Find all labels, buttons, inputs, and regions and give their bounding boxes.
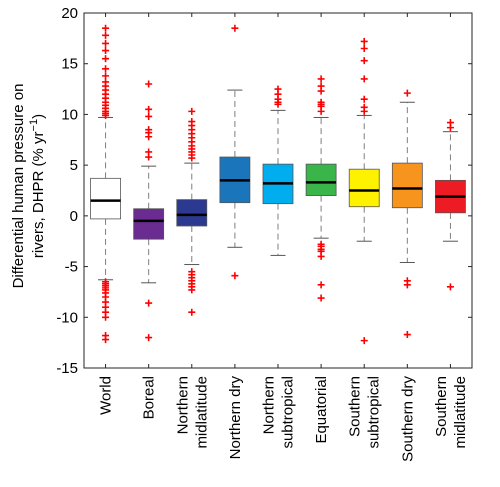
outlier-point [403, 281, 411, 289]
outlier-point [360, 95, 368, 103]
box-7 [391, 162, 423, 209]
outlier-point [188, 308, 196, 316]
outlier-point [102, 336, 110, 344]
outlier-point [360, 57, 368, 65]
outlier-point [360, 107, 368, 115]
outlier-point [317, 252, 325, 260]
category-label: subtropical [366, 376, 383, 449]
outlier-point [102, 111, 110, 119]
category-label: Southern dry [399, 376, 416, 462]
outlier-point [317, 87, 325, 95]
outlier-point [360, 75, 368, 83]
outlier-point [102, 31, 110, 39]
y-axis-label-line-1: Differential human pressure on [10, 84, 27, 289]
outlier-point [145, 334, 153, 342]
outlier-point [102, 55, 110, 63]
outlier-point [446, 124, 454, 132]
outlier-point [317, 107, 325, 115]
category-label: subtropical [280, 376, 297, 449]
category-label: midlatitude [193, 376, 210, 449]
outlier-point [145, 80, 153, 88]
y-axis-label-superscript: −1 [28, 119, 40, 132]
outlier-point [102, 65, 110, 73]
y-tick-label: -15 [56, 360, 78, 377]
outlier-point [145, 133, 153, 141]
outlier-point [403, 89, 411, 97]
outlier-point [231, 272, 239, 280]
category-label: Northern [261, 376, 278, 434]
outlier-point [317, 75, 325, 83]
y-axis-label: Differential human pressure on rivers, D… [10, 84, 47, 289]
outlier-point [145, 299, 153, 307]
outlier-point [102, 72, 110, 80]
category-label: Southern [433, 376, 450, 437]
outlier-point [446, 283, 454, 291]
outlier-point [102, 313, 110, 321]
box-5 [305, 163, 337, 196]
y-tick-label: 5 [70, 157, 78, 174]
box-2 [176, 199, 208, 227]
y-tick-label: -10 [56, 309, 78, 326]
category-label: Boreal [141, 376, 158, 419]
category-label: Northern dry [227, 376, 244, 460]
category-label: Equatorial [313, 376, 330, 444]
category-label: Southern [347, 376, 364, 437]
outlier-point [188, 154, 196, 162]
y-tick-label: 10 [61, 106, 78, 123]
category-label: Northern [174, 376, 191, 434]
box-1 [133, 208, 165, 240]
outlier-point [145, 105, 153, 113]
outlier-point [102, 47, 110, 55]
outlier-point [145, 153, 153, 161]
y-tick-label: 0 [70, 208, 78, 225]
y-tick-label: 20 [61, 5, 78, 22]
y-axis-label-suffix: ) [30, 114, 47, 119]
box-6 [348, 168, 380, 208]
outlier-point [188, 107, 196, 115]
outlier-point [145, 112, 153, 120]
category-label: World [98, 376, 115, 415]
svg-text:Differential human pressure on: Differential human pressure on [10, 84, 27, 289]
y-tick-label: 15 [61, 56, 78, 73]
y-axis-label-line-2: rivers, DHPR (% yr [30, 131, 47, 258]
y-tick-label: -5 [65, 259, 78, 276]
box-0 [90, 177, 121, 220]
outlier-point [317, 294, 325, 302]
outlier-point [102, 24, 110, 32]
outlier-point [403, 331, 411, 339]
svg-text:rivers, DHPR (% yr−1): rivers, DHPR (% yr−1) [28, 114, 47, 258]
outlier-point [102, 39, 110, 47]
outlier-point [274, 100, 282, 108]
outlier-point [188, 286, 196, 294]
category-label: midlatitude [452, 376, 469, 449]
outlier-point [317, 281, 325, 289]
outlier-point [231, 24, 239, 32]
outlier-point [360, 45, 368, 52]
outlier-point [360, 337, 368, 345]
outlier-point [360, 37, 368, 45]
